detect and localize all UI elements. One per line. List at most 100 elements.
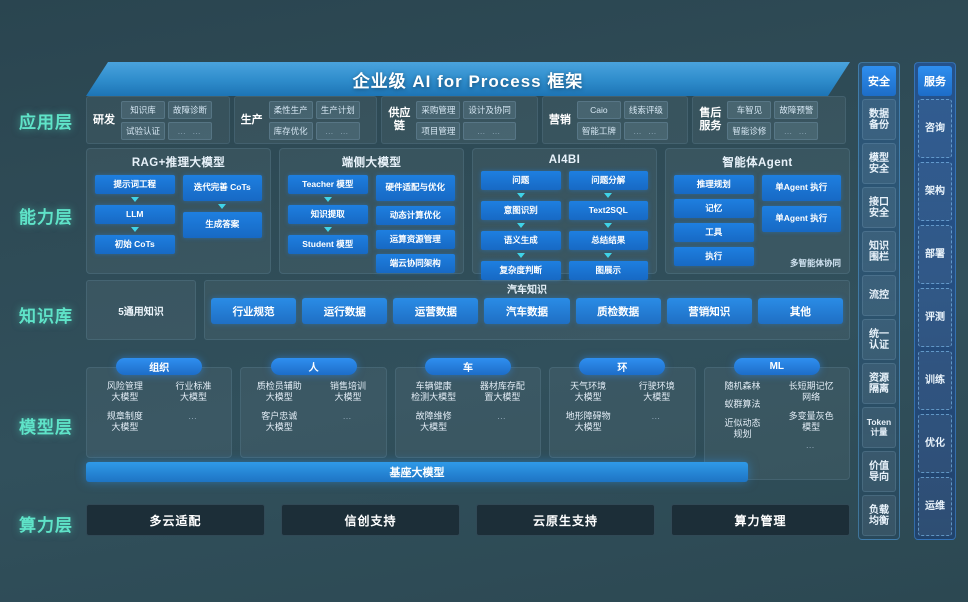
application-chip[interactable]: 智能工牌 [576, 121, 621, 140]
model-item[interactable]: 行业标准 大模型 [175, 381, 212, 403]
model-item[interactable]: 销售培训 大模型 [329, 381, 366, 403]
capability-node[interactable]: 硬件适配与优化 [375, 175, 455, 201]
model-column-pill[interactable]: ML [733, 358, 820, 375]
capability-node[interactable]: 语义生成 [481, 231, 561, 250]
model-item[interactable]: 地形障碍物 大模型 [565, 410, 611, 432]
sidebar-security-item[interactable]: 接口 安全 [862, 187, 896, 228]
sidebar-service-item[interactable]: 优化 [918, 414, 952, 473]
sidebar-service-item[interactable]: 咨询 [918, 99, 952, 158]
sidebar-security-item[interactable]: 统一 认证 [862, 319, 896, 360]
capability-node[interactable]: Text2SQL [568, 201, 648, 220]
base-model-bar[interactable]: 基座大模型 [86, 462, 748, 482]
model-column-pill[interactable]: 人 [270, 358, 357, 375]
knowledge-chip[interactable]: 运营数据 [393, 298, 479, 324]
sidebar-service-item[interactable]: 架构 [918, 162, 952, 221]
model-item[interactable]: 行驶环境 大模型 [638, 381, 675, 403]
compute-chip[interactable]: 信创支持 [281, 504, 460, 536]
sidebar-security-item[interactable]: 知识 围栏 [862, 231, 896, 272]
model-item[interactable]: 车辆健康 检测大模型 [411, 381, 457, 403]
knowledge-chip[interactable]: 行业规范 [211, 298, 297, 324]
application-chip[interactable]: 项目管理 [416, 121, 461, 140]
model-column-pill[interactable]: 组织 [116, 358, 203, 375]
compute-chip[interactable]: 云原生支持 [476, 504, 655, 536]
model-item[interactable]: 随机森林 [724, 381, 761, 391]
sidebar-security-item[interactable]: 模型 安全 [862, 143, 896, 184]
capability-footnote: 多智能体协同 [789, 258, 841, 268]
capability-node[interactable]: 问题分解 [568, 171, 648, 190]
model-item[interactable]: 风险管理 大模型 [106, 381, 143, 403]
capability-node[interactable]: 端云协同架构 [375, 254, 455, 273]
application-group-name: 供应链 [388, 107, 411, 132]
application-chip[interactable]: 知识库 [121, 100, 166, 119]
capability-node[interactable]: 记忆 [674, 199, 754, 218]
sidebar-security-item[interactable]: 价值 导向 [862, 451, 896, 492]
compute-chip[interactable]: 多云适配 [86, 504, 265, 536]
capability-node[interactable]: 问题 [481, 171, 561, 190]
arrow-down-icon [130, 197, 139, 202]
application-chip[interactable]: 故障诊断 [168, 100, 213, 119]
model-item[interactable]: 多变量灰色 模型 [788, 410, 834, 432]
knowledge-chip[interactable]: 其他 [757, 298, 843, 324]
model-item[interactable]: 器材库存配 置大模型 [479, 381, 525, 403]
knowledge-chip[interactable]: 营销知识 [666, 298, 752, 324]
application-group-name: 研发 [93, 113, 115, 126]
application-chip[interactable]: 线索评级 [623, 100, 668, 119]
model-item[interactable]: 规章制度 大模型 [106, 410, 143, 432]
application-chip[interactable]: 设计及协同 [463, 100, 516, 119]
sidebar-security-item[interactable]: 流控 [862, 275, 896, 316]
compute-chip[interactable]: 算力管理 [671, 504, 850, 536]
capability-node[interactable]: 工具 [674, 223, 754, 242]
capability-node[interactable]: 推理规划 [674, 175, 754, 194]
capability-node[interactable]: 单Agent 执行 [761, 206, 841, 232]
application-chip[interactable]: 采购管理 [416, 100, 461, 119]
capability-node[interactable]: 图展示 [568, 261, 648, 280]
sidebar-service-item[interactable]: 运维 [918, 477, 952, 536]
sidebar-security-item[interactable]: 数据 备份 [862, 99, 896, 140]
application-chip[interactable]: 生产计划 [315, 100, 360, 119]
application-chip[interactable]: 智能诊修 [727, 121, 772, 140]
model-column-pill[interactable]: 车 [425, 358, 512, 375]
model-item[interactable]: 故障维修 大模型 [415, 410, 452, 432]
model-subcolumn: 质检员辅助 大模型 客户忠诚 大模型 [247, 381, 311, 453]
knowledge-chip[interactable]: 质检数据 [575, 298, 661, 324]
knowledge-chip[interactable]: 汽车数据 [484, 298, 570, 324]
capability-node[interactable]: 知识提取 [288, 205, 368, 224]
sidebar-service-item[interactable]: 部署 [918, 225, 952, 284]
capability-node[interactable]: 复杂度判断 [481, 261, 561, 280]
application-chip[interactable]: 试验认证 [121, 121, 166, 140]
model-item[interactable]: 客户忠诚 大模型 [261, 410, 298, 432]
sidebar-security-item[interactable]: 资源 隔离 [862, 363, 896, 404]
sidebar-service-item[interactable]: 训练 [918, 351, 952, 410]
model-item[interactable]: 天气环境 大模型 [570, 381, 607, 403]
knowledge-chip[interactable]: 运行数据 [302, 298, 388, 324]
capability-column-right: 迭代完善 CoTs 生成答案 [182, 175, 262, 254]
sidebar-service-item[interactable]: 评测 [918, 288, 952, 347]
capability-node[interactable]: Student 模型 [288, 235, 368, 254]
capability-node[interactable]: 单Agent 执行 [761, 175, 841, 201]
application-chip[interactable]: 库存优化 [268, 121, 313, 140]
capability-node[interactable]: 运算资源管理 [375, 230, 455, 249]
capability-node[interactable]: 总结结果 [568, 231, 648, 250]
capability-node[interactable]: 生成答案 [182, 212, 262, 238]
capability-node[interactable]: LLM [95, 205, 175, 224]
application-chip[interactable]: 柔性生产 [268, 100, 313, 119]
sidebar-security-item[interactable]: 负载 均衡 [862, 495, 896, 536]
application-chip[interactable]: 故障预警 [774, 100, 819, 119]
capability-node[interactable]: 迭代完善 CoTs [182, 175, 262, 201]
capability-node[interactable]: 提示词工程 [95, 175, 175, 194]
model-item[interactable]: 近似动态 规划 [724, 417, 761, 439]
application-chip[interactable]: 车智见 [727, 100, 772, 119]
model-subcolumn: 随机森林蚁群算法近似动态 规划 [711, 381, 775, 475]
model-item[interactable]: 质检员辅助 大模型 [256, 381, 302, 403]
model-item[interactable]: 蚁群算法 [724, 399, 761, 410]
capability-node[interactable]: 初始 CoTs [95, 235, 175, 254]
capability-node[interactable]: 意图识别 [481, 201, 561, 220]
capability-node[interactable]: 动态计算优化 [375, 206, 455, 225]
capability-node[interactable]: Teacher 模型 [288, 175, 368, 194]
capability-node[interactable]: 执行 [674, 247, 754, 266]
model-column-pill[interactable]: 环 [579, 358, 666, 375]
sidebar-security-item[interactable]: Token 计量 [862, 407, 896, 448]
knowledge-general-box[interactable]: 5通用知识 [86, 280, 196, 340]
application-chip[interactable]: Caio [576, 100, 621, 119]
model-item[interactable]: 长短期记忆 网络 [788, 381, 834, 403]
